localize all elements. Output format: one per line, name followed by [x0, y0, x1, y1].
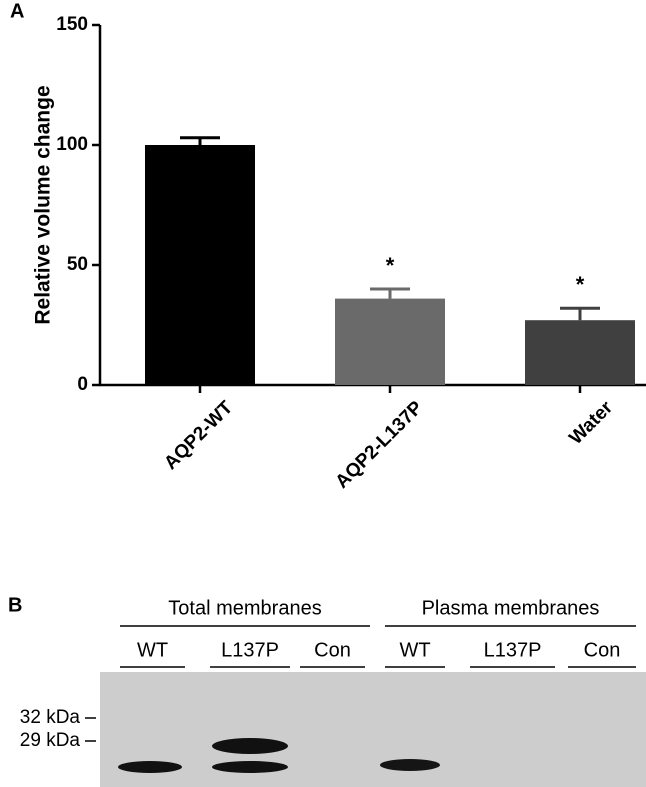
- error-bar: [560, 306, 600, 321]
- x-tick-label: AQP2-WT: [160, 397, 237, 474]
- y-tick-label: 150: [56, 14, 88, 35]
- x-tick-label: AQP2-L137P: [332, 397, 428, 493]
- lane-label: L137P: [221, 639, 279, 661]
- marker-label: 29 kDa: [20, 730, 81, 751]
- lane-label: Con: [314, 639, 351, 661]
- x-tick-label: Water: [565, 397, 617, 449]
- group-label: Plasma membranes: [422, 597, 600, 619]
- band: [212, 738, 288, 754]
- y-tick-label: 0: [77, 374, 88, 395]
- bar: [525, 320, 635, 385]
- y-tick-label: 100: [56, 134, 88, 155]
- lane-label: Con: [584, 639, 621, 661]
- panel-label: A: [10, 0, 24, 22]
- group-label: Total membranes: [168, 597, 321, 619]
- band: [118, 761, 182, 773]
- significance-mark: *: [576, 272, 585, 297]
- error-bar: [180, 136, 220, 145]
- marker-label: 32 kDa: [20, 707, 81, 728]
- lane-label: L137P: [484, 639, 542, 661]
- y-axis-label: Relative volume change: [32, 85, 55, 324]
- error-bar: [370, 287, 410, 299]
- band: [212, 761, 288, 773]
- bar: [335, 298, 445, 385]
- panel-label: B: [8, 594, 22, 616]
- significance-mark: *: [386, 253, 395, 278]
- y-tick-label: 50: [67, 254, 88, 275]
- lane-label: WT: [399, 639, 430, 661]
- band: [380, 759, 440, 771]
- lane-label: WT: [137, 639, 168, 661]
- blot-membrane: [100, 672, 646, 787]
- bar: [145, 145, 255, 385]
